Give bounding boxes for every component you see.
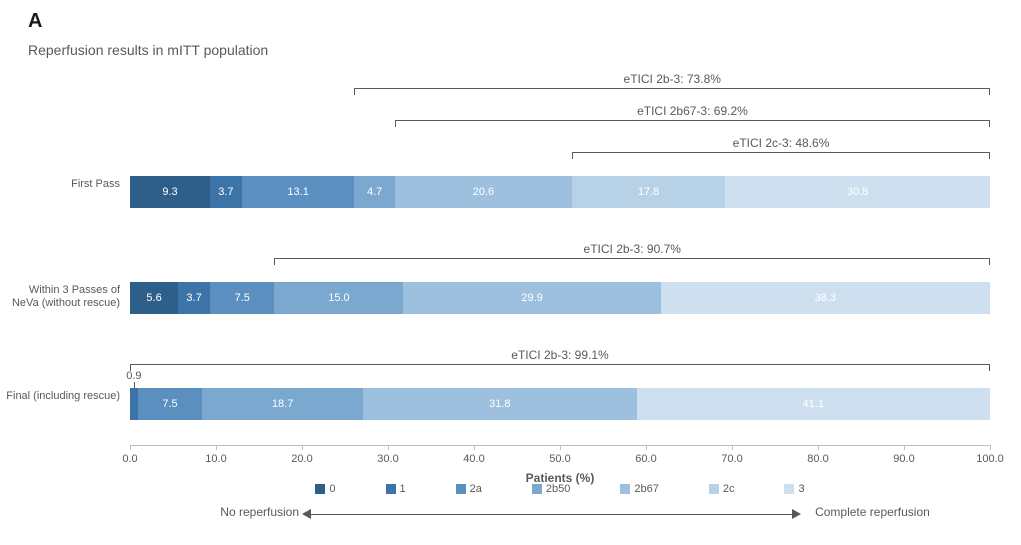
x-tick [646, 445, 647, 450]
legend-swatch-c1 [386, 484, 396, 494]
legend-item-c2b50: 2b50 [532, 483, 570, 495]
x-tick [990, 445, 991, 450]
legend-swatch-c2a [456, 484, 466, 494]
seg-label-first-pass-c1: 3.7 [218, 176, 233, 208]
x-tick [216, 445, 217, 450]
x-tick-label: 90.0 [893, 453, 914, 465]
legend-label-c2b67: 2b67 [634, 483, 658, 495]
seg-label-first-pass-c0: 9.3 [162, 176, 177, 208]
legend: 0 1 2a 2b50 2b67 2c 3 No reperfusion Complete … [130, 483, 990, 525]
legend-item-c2a: 2a [456, 483, 482, 495]
bar-final [130, 388, 990, 420]
seg-label-within-3-c3: 38.3 [815, 282, 836, 314]
x-tick-label: 10.0 [205, 453, 226, 465]
bracket-within-3-0 [274, 258, 990, 265]
legend-complete-reperfusion: Complete reperfusion [815, 505, 930, 519]
seg-label-final-c2b67: 31.8 [489, 388, 510, 420]
seg-label-first-pass-c3: 30.8 [847, 176, 868, 208]
row-label-within-3: Within 3 Passes of NeVa (without rescue) [5, 284, 120, 309]
chart-title: Reperfusion results in mITT population [28, 42, 268, 58]
legend-swatch-c3 [784, 484, 794, 494]
legend-no-reperfusion: No reperfusion [220, 505, 299, 519]
seg-label-within-3-c2a: 7.5 [235, 282, 250, 314]
panel-letter: A [28, 10, 42, 33]
x-tick-label: 50.0 [549, 453, 570, 465]
row-label-final: Final (including rescue) [5, 390, 120, 403]
legend-label-c2a: 2a [470, 483, 482, 495]
legend-item-c3: 3 [784, 483, 804, 495]
bracket-label-first-pass-0: eTICI 2b-3: 73.8% [624, 72, 721, 86]
x-tick [904, 445, 905, 450]
legend-item-c0: 0 [315, 483, 335, 495]
seg-label-within-3-c2b67: 29.9 [521, 282, 542, 314]
x-tick-label: 80.0 [807, 453, 828, 465]
x-tick-label: 40.0 [463, 453, 484, 465]
seg-label-first-pass-c2a: 13.1 [287, 176, 308, 208]
legend-swatch-c2c [709, 484, 719, 494]
bracket-first-pass-1 [395, 120, 990, 127]
bracket-final-0 [130, 364, 990, 371]
row-label-first-pass: First Pass [5, 178, 120, 191]
seg-final-c1 [130, 388, 138, 420]
seg-label-final-c3: 41.1 [803, 388, 824, 420]
x-tick [732, 445, 733, 450]
seg-label-final-c2b50: 18.7 [272, 388, 293, 420]
legend-item-c2b67: 2b67 [620, 483, 658, 495]
x-tick-label: 0.0 [122, 453, 137, 465]
x-tick [474, 445, 475, 450]
legend-swatch-c2b50 [532, 484, 542, 494]
seg-label-first-pass-c2b50: 4.7 [367, 176, 382, 208]
legend-label-c3: 3 [798, 483, 804, 495]
x-tick [130, 445, 131, 450]
bar-within-3 [130, 282, 990, 314]
legend-label-c2b50: 2b50 [546, 483, 570, 495]
x-tick [560, 445, 561, 450]
seg-label-final-c1: 0.9 [126, 368, 141, 384]
x-tick-label: 30.0 [377, 453, 398, 465]
bracket-first-pass-0 [354, 88, 990, 95]
seg-label-final-c2a: 7.5 [162, 388, 177, 420]
bracket-label-first-pass-2: eTICI 2c-3: 48.6% [733, 136, 830, 150]
seg-label-first-pass-c2b67: 20.6 [473, 176, 494, 208]
legend-label-c0: 0 [329, 483, 335, 495]
x-tick [302, 445, 303, 450]
seg-label-within-3-c2b50: 15.0 [328, 282, 349, 314]
seg-label-within-3-c0: 5.6 [146, 282, 161, 314]
bracket-label-first-pass-1: eTICI 2b67-3: 69.2% [637, 104, 748, 118]
legend-item-c1: 1 [386, 483, 406, 495]
bracket-label-final-0: eTICI 2b-3: 99.1% [511, 348, 608, 362]
x-tick-label: 100.0 [976, 453, 1004, 465]
legend-label-c1: 1 [400, 483, 406, 495]
legend-swatch-c0 [315, 484, 325, 494]
legend-categories: 0 1 2a 2b50 2b67 2c 3 [130, 483, 990, 495]
figure-panel: A Reperfusion results in mITT population… [0, 0, 1021, 545]
x-tick [818, 445, 819, 450]
x-tick-label: 20.0 [291, 453, 312, 465]
x-tick [388, 445, 389, 450]
bracket-label-within-3-0: eTICI 2b-3: 90.7% [584, 242, 681, 256]
x-tick-label: 70.0 [721, 453, 742, 465]
legend-item-c2c: 2c [709, 483, 735, 495]
seg-label-first-pass-c2c: 17.8 [638, 176, 659, 208]
legend-label-c2c: 2c [723, 483, 735, 495]
legend-spectrum: No reperfusion Complete reperfusion [130, 505, 990, 525]
x-tick-label: 60.0 [635, 453, 656, 465]
bracket-first-pass-2 [572, 152, 990, 159]
legend-swatch-c2b67 [620, 484, 630, 494]
chart-area: eTICI 2b-3: 73.8% eTICI 2b67-3: 69.2% eTIC… [130, 60, 990, 450]
seg-label-within-3-c1: 3.7 [186, 282, 201, 314]
